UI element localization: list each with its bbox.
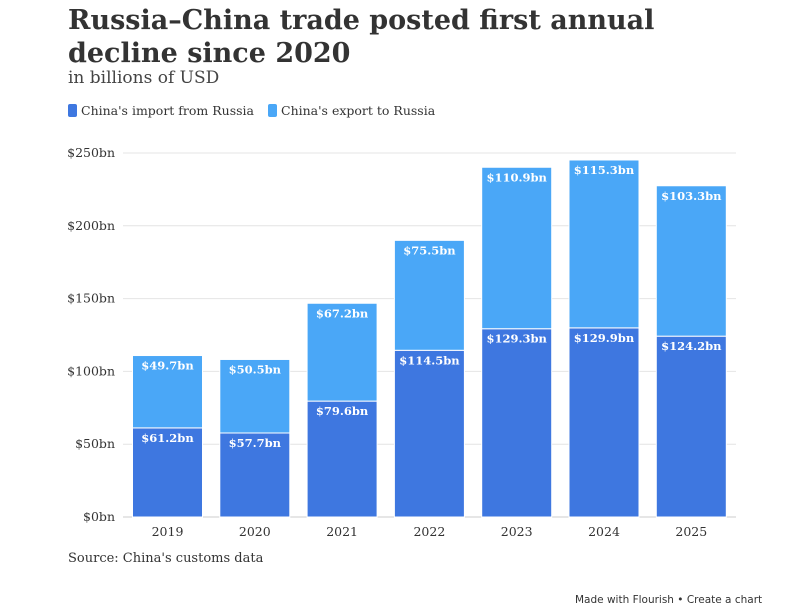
legend-item-export[interactable]: China's export to Russia [268,103,435,118]
data-label: $103.3bn [661,189,722,203]
data-label: $67.2bn [316,306,369,320]
y-tick-label: $50bn [75,436,115,451]
bar-import[interactable] [132,427,203,518]
bar-export[interactable] [132,355,203,429]
chart-legend: China's import from Russia China's expor… [68,103,435,118]
bar-import[interactable] [219,432,291,518]
data-label: $114.5bn [399,353,460,367]
x-tick-label: 2022 [413,524,445,539]
data-label: $129.9bn [574,331,635,345]
legend-swatch-import [68,104,77,117]
bar-import[interactable] [306,400,378,518]
chart-subtitle: in billions of USD [68,68,220,88]
source-note: Source: China's customs data [68,551,264,566]
flourish-footer[interactable]: Made with Flourish • Create a chart [575,594,763,606]
y-tick-label: $250bn [67,145,115,160]
data-label: $61.2bn [141,431,194,445]
bar-export[interactable] [655,185,727,337]
x-tick-label: 2023 [501,524,533,539]
bar-export[interactable] [393,239,465,351]
data-label: $75.5bn [403,243,456,257]
data-label: $49.7bn [141,359,194,373]
bar-import[interactable] [655,335,727,518]
axis-layer: $0bn $50bn $100bn $150bn $200bn $250bn 2019 202… [67,145,707,539]
bar-export[interactable] [306,302,378,402]
x-tick-label: 2019 [152,524,184,539]
legend-swatch-export [268,104,277,117]
bar-import[interactable] [568,327,640,518]
bar-chart: $61.2bn $49.7bn $57.7bn $50.5bn $79.6bn $67.2… [67,145,736,539]
data-label: $110.9bn [486,170,547,184]
bar-export[interactable] [481,166,553,330]
data-label: $129.3bn [486,332,547,346]
chart-title: Russia–China trade posted first annual d… [68,5,655,69]
y-tick-label: $200bn [67,218,115,233]
legend-label-export: China's export to Russia [281,103,436,118]
x-tick-label: 2020 [239,524,271,539]
bars-layer [132,159,727,518]
legend-label-import: China's import from Russia [81,103,254,118]
y-tick-label: $100bn [67,363,115,378]
data-label: $115.3bn [574,163,635,177]
data-label: $124.2bn [661,339,722,353]
x-tick-label: 2025 [675,524,707,539]
bar-export[interactable] [568,159,640,329]
y-tick-label: $150bn [67,291,115,306]
labels-layer: $61.2bn $49.7bn $57.7bn $50.5bn $79.6bn $67.2… [141,163,722,450]
y-tick-label: $0bn [83,509,115,524]
data-label: $50.5bn [229,362,282,376]
legend-item-import[interactable]: China's import from Russia [68,103,254,118]
bar-import[interactable] [481,328,553,518]
data-label: $57.7bn [229,436,282,450]
data-label: $79.6bn [316,404,369,418]
x-tick-label: 2024 [588,524,620,539]
bar-import[interactable] [393,349,465,518]
bar-export[interactable] [219,358,291,434]
x-tick-label: 2021 [326,524,358,539]
